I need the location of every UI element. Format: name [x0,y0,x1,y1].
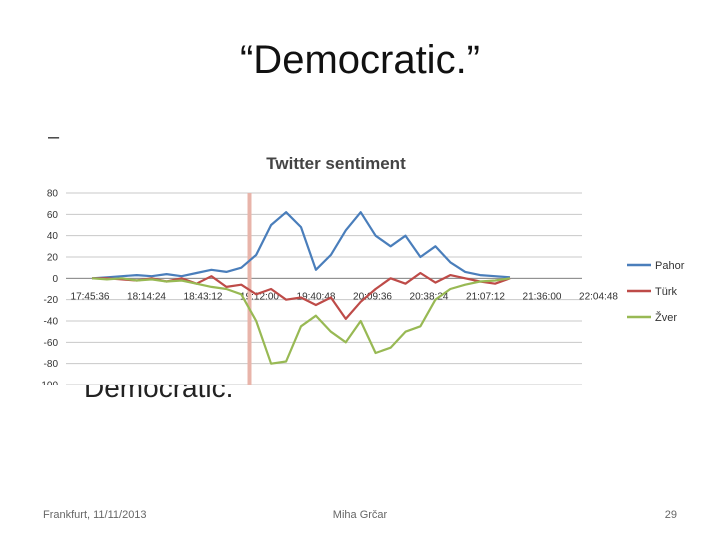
chart-title: Twitter sentiment [266,154,406,173]
legend-label: Žver [655,311,677,324]
y-tick-label: -80 [44,359,59,370]
x-tick-label: 22:04:48 [579,291,618,302]
series-line-pahor [91,211,511,280]
y-tick-label: 20 [47,253,59,264]
y-tick-label: -100 [38,381,58,386]
x-tick-label: 19:12:00 [240,291,279,302]
y-tick-label: -40 [44,317,59,328]
chart-panel: Twitter sentiment 80 60 40 20 0 -20 -40 -60 -80 -1… [30,145,690,385]
twitter-sentiment-chart: Twitter sentiment 80 60 40 20 0 -20 -40 -60 -80 -1… [38,154,685,386]
x-tick-label: 21:36:00 [523,291,562,302]
y-tick-label: 60 [47,210,59,221]
y-tick-label: 0 [52,274,58,285]
footer-page-number: 29 [664,509,677,521]
x-tick-label: 19:40:48 [297,291,336,302]
x-tick-label: 20:38:24 [410,291,449,302]
x-tick-label: 21:07:12 [466,291,505,302]
bullet-fragment: – [48,126,60,148]
x-tick-label: 17:45:36 [71,291,110,302]
footer-location-date: Frankfurt, 11/11/2013 [43,509,147,521]
footer-author: Miha Grčar [332,509,388,521]
y-tick-label: -20 [44,295,59,306]
legend-label: Türk [655,286,678,298]
slide-title: “Democratic.” [239,38,481,82]
legend-label: Pahor [655,260,685,272]
y-tick-label: 80 [47,189,59,200]
y-tick-label: 40 [47,231,59,242]
x-tick-label: 18:14:24 [127,291,166,302]
x-tick-label: 18:43:12 [184,291,223,302]
series-line-žver [91,277,511,365]
x-tick-label: 20:09:36 [353,291,392,302]
y-tick-label: -60 [44,338,59,349]
